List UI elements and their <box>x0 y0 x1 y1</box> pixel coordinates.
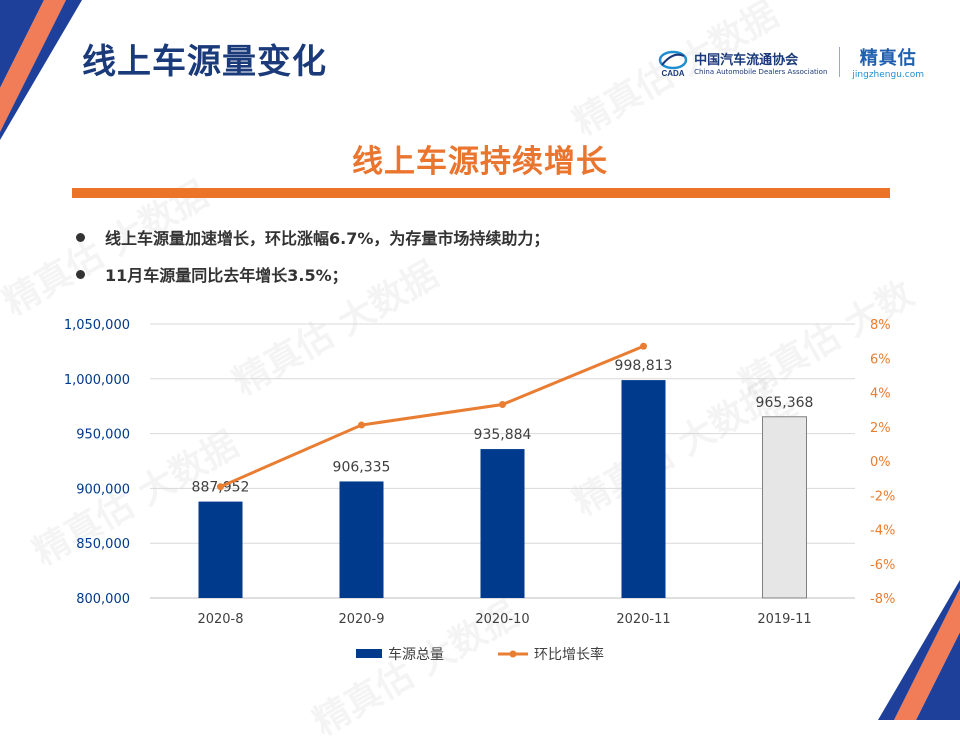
legend-swatch-bar <box>356 649 382 658</box>
combo-chart: 800,000 850,000 900,000 950,000 1,000,000 1,0… <box>64 318 896 663</box>
bullet-list: 线上车源量加速增长，环比涨幅6.7%，为存量市场持续助力； 11月车源量同比去年… <box>76 224 549 298</box>
growth-rate-point <box>499 400 506 408</box>
x-tick-label: 2020-10 <box>475 612 529 627</box>
bar <box>762 416 807 599</box>
growth-rate-point <box>217 483 224 491</box>
y-left-tick-label: 800,000 <box>76 592 130 607</box>
bullet-text: 线上车源量加速增长，环比涨幅6.7%，为存量市场持续助力； <box>105 229 550 248</box>
y-right-tick-label: -8% <box>870 592 895 607</box>
growth-rate-point <box>640 342 647 350</box>
bullet-text: 11月车源量同比去年增长3.5%； <box>105 266 348 285</box>
y-right-tick-label: 2% <box>870 421 891 436</box>
growth-rate-line <box>219 344 645 489</box>
bar <box>480 449 525 598</box>
x-tick-label: 2019-11 <box>757 612 811 627</box>
y-right-tick-label: 0% <box>870 455 891 470</box>
y-right-tick-label: 8% <box>870 318 891 333</box>
bullet-dot-icon <box>76 232 85 242</box>
jzg-logo-cn: 精真估 <box>859 48 917 69</box>
bar <box>621 380 666 598</box>
bullet-item: 11月车源量同比去年增长3.5%； <box>76 261 549 287</box>
bullet-item: 线上车源量加速增长，环比涨幅6.7%，为存量市场持续助力； <box>76 224 549 250</box>
legend-swatch-point <box>509 650 517 658</box>
y-left-tick-label: 950,000 <box>76 428 130 443</box>
y-left-tick-label: 900,000 <box>76 482 130 497</box>
bar-value-label: 965,368 <box>756 395 814 411</box>
y-right-tick-label: -2% <box>870 489 895 504</box>
logo-area: CADA 中国汽车流通协会 China Automobile Dealers A… <box>656 42 924 82</box>
x-tick-label: 2020-11 <box>616 612 670 627</box>
subtitle-underline-bar <box>72 188 890 198</box>
x-tick-label: 2020-8 <box>197 612 243 627</box>
y-right-tick-label: -4% <box>870 524 895 539</box>
bar-value-label: 935,884 <box>474 427 532 443</box>
bar-value-label: 906,335 <box>333 459 391 475</box>
bar <box>198 501 243 598</box>
cada-name-cn: 中国汽车流通协会 <box>694 52 799 68</box>
growth-rate-point <box>358 421 365 429</box>
section-subtitle: 线上车源持续增长 <box>352 144 608 180</box>
bar-value-label: 998,813 <box>615 358 673 374</box>
y-left-tick-label: 1,050,000 <box>64 318 130 333</box>
y-right-tick-label: 6% <box>870 352 891 367</box>
bar <box>339 481 384 598</box>
cada-logo-icon: CADA <box>658 50 688 77</box>
x-tick-label: 2020-9 <box>338 612 384 627</box>
y-right-tick-label: -6% <box>870 558 895 573</box>
cada-name-en: China Automobile Dealers Association <box>694 67 828 76</box>
y-left-tick-label: 850,000 <box>76 537 130 552</box>
page-title: 线上车源量变化 <box>82 42 327 82</box>
y-left-tick-label: 1,000,000 <box>64 373 130 388</box>
logo-divider <box>839 47 841 77</box>
bottom-right-corner-decoration <box>878 580 960 720</box>
bullet-dot-icon <box>76 269 85 279</box>
legend-label: 环比增长率 <box>534 646 604 663</box>
jzg-logo-en: jingzhengu.com <box>852 70 924 80</box>
cada-logo-text: CADA <box>662 69 685 77</box>
legend-label: 车源总量 <box>388 646 444 663</box>
top-left-corner-decoration <box>0 0 82 140</box>
y-right-tick-label: 4% <box>870 387 891 402</box>
